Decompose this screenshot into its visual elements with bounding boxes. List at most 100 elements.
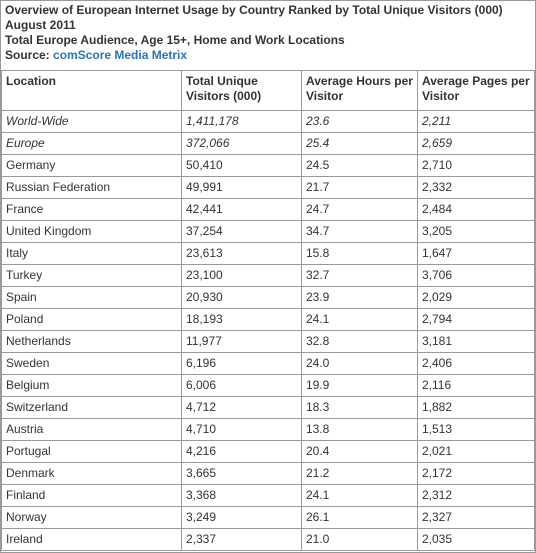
hours-cell: 24.7 <box>301 198 418 221</box>
visitors-cell: 42,441 <box>181 198 302 221</box>
column-header-pages: Average Pages per Visitor <box>417 70 535 111</box>
table-row: Ireland 2,337 21.0 2,035 <box>1 528 535 551</box>
pages-cell: 3,706 <box>417 264 535 287</box>
visitors-cell: 4,216 <box>181 440 302 463</box>
table-row: United Kingdom 37,254 34.7 3,205 <box>1 220 535 243</box>
table-row: Norway 3,249 26.1 2,327 <box>1 506 535 529</box>
table-header-row: Location Total Unique Visitors (000) Ave… <box>1 70 535 111</box>
location-cell: Norway <box>1 506 182 529</box>
column-header-visitors: Total Unique Visitors (000) <box>181 70 302 111</box>
pages-cell: 2,794 <box>417 308 535 331</box>
hours-cell: 34.7 <box>301 220 418 243</box>
table-row: Switzerland 4,712 18.3 1,882 <box>1 396 535 419</box>
pages-cell: 2,406 <box>417 352 535 375</box>
pages-cell: 1,882 <box>417 396 535 419</box>
visitors-cell: 37,254 <box>181 220 302 243</box>
visitors-cell: 49,991 <box>181 176 302 199</box>
location-cell: Germany <box>1 154 182 177</box>
pages-cell: 2,312 <box>417 484 535 507</box>
location-cell: Spain <box>1 286 182 309</box>
hours-cell: 21.7 <box>301 176 418 199</box>
pages-cell: 2,116 <box>417 374 535 397</box>
pages-cell: 2,035 <box>417 528 535 551</box>
table-row: Germany 50,410 24.5 2,710 <box>1 154 535 177</box>
column-header-hours: Average Hours per Visitor <box>301 70 418 111</box>
visitors-cell: 23,613 <box>181 242 302 265</box>
visitors-cell: 6,006 <box>181 374 302 397</box>
column-header-location: Location <box>1 70 182 111</box>
visitors-cell: 18,193 <box>181 308 302 331</box>
pages-cell: 1,647 <box>417 242 535 265</box>
table-row: Sweden 6,196 24.0 2,406 <box>1 352 535 375</box>
pages-cell: 2,332 <box>417 176 535 199</box>
table-row: Italy 23,613 15.8 1,647 <box>1 242 535 265</box>
hours-cell: 21.2 <box>301 462 418 485</box>
pages-cell: 3,181 <box>417 330 535 353</box>
caption-title: Overview of European Internet Usage by C… <box>5 3 503 17</box>
hours-cell: 20.4 <box>301 440 418 463</box>
hours-cell: 18.3 <box>301 396 418 419</box>
pages-cell: 2,710 <box>417 154 535 177</box>
location-cell: Switzerland <box>1 396 182 419</box>
pages-cell: 2,021 <box>417 440 535 463</box>
pages-cell: 2,659 <box>417 132 535 155</box>
hours-cell: 13.8 <box>301 418 418 441</box>
location-cell: Ireland <box>1 528 182 551</box>
location-cell: Italy <box>1 242 182 265</box>
hours-cell: 24.1 <box>301 484 418 507</box>
table-row: Poland 18,193 24.1 2,794 <box>1 308 535 331</box>
caption-audience: Total Europe Audience, Age 15+, Home and… <box>5 33 345 47</box>
hours-cell: 24.1 <box>301 308 418 331</box>
pages-cell: 2,172 <box>417 462 535 485</box>
hours-cell: 25.4 <box>301 132 418 155</box>
location-cell: World-Wide <box>1 110 182 133</box>
table-row: Spain 20,930 23.9 2,029 <box>1 286 535 309</box>
table-row: Turkey 23,100 32.7 3,706 <box>1 264 535 287</box>
pages-cell: 2,327 <box>417 506 535 529</box>
hours-cell: 32.7 <box>301 264 418 287</box>
visitors-cell: 3,249 <box>181 506 302 529</box>
hours-cell: 15.8 <box>301 242 418 265</box>
location-cell: Austria <box>1 418 182 441</box>
source-link[interactable]: comScore Media Metrix <box>53 48 188 62</box>
pages-cell: 2,484 <box>417 198 535 221</box>
location-cell: Sweden <box>1 352 182 375</box>
table-caption: Overview of European Internet Usage by C… <box>1 1 535 65</box>
table-row: Denmark 3,665 21.2 2,172 <box>1 462 535 485</box>
table-row: World-Wide 1,411,178 23.6 2,211 <box>1 110 535 133</box>
hours-cell: 19.9 <box>301 374 418 397</box>
hours-cell: 24.5 <box>301 154 418 177</box>
visitors-cell: 4,712 <box>181 396 302 419</box>
usage-table: Location Total Unique Visitors (000) Ave… <box>1 70 535 551</box>
visitors-cell: 4,710 <box>181 418 302 441</box>
table-row: Finland 3,368 24.1 2,312 <box>1 484 535 507</box>
table-row: Austria 4,710 13.8 1,513 <box>1 418 535 441</box>
location-cell: Europe <box>1 132 182 155</box>
visitors-cell: 11,977 <box>181 330 302 353</box>
visitors-cell: 1,411,178 <box>181 110 302 133</box>
hours-cell: 32.8 <box>301 330 418 353</box>
table-row: Russian Federation 49,991 21.7 2,332 <box>1 176 535 199</box>
location-cell: Portugal <box>1 440 182 463</box>
hours-cell: 26.1 <box>301 506 418 529</box>
location-cell: Netherlands <box>1 330 182 353</box>
hours-cell: 23.9 <box>301 286 418 309</box>
hours-cell: 24.0 <box>301 352 418 375</box>
pages-cell: 2,211 <box>417 110 535 133</box>
pages-cell: 3,205 <box>417 220 535 243</box>
location-cell: Belgium <box>1 374 182 397</box>
location-cell: United Kingdom <box>1 220 182 243</box>
table-row: Portugal 4,216 20.4 2,021 <box>1 440 535 463</box>
visitors-cell: 50,410 <box>181 154 302 177</box>
location-cell: Turkey <box>1 264 182 287</box>
caption-date: August 2011 <box>5 18 76 32</box>
table-row: Belgium 6,006 19.9 2,116 <box>1 374 535 397</box>
visitors-cell: 3,368 <box>181 484 302 507</box>
visitors-cell: 2,337 <box>181 528 302 551</box>
table-row: Europe 372,066 25.4 2,659 <box>1 132 535 155</box>
visitors-cell: 23,100 <box>181 264 302 287</box>
location-cell: Finland <box>1 484 182 507</box>
visitors-cell: 372,066 <box>181 132 302 155</box>
visitors-cell: 6,196 <box>181 352 302 375</box>
